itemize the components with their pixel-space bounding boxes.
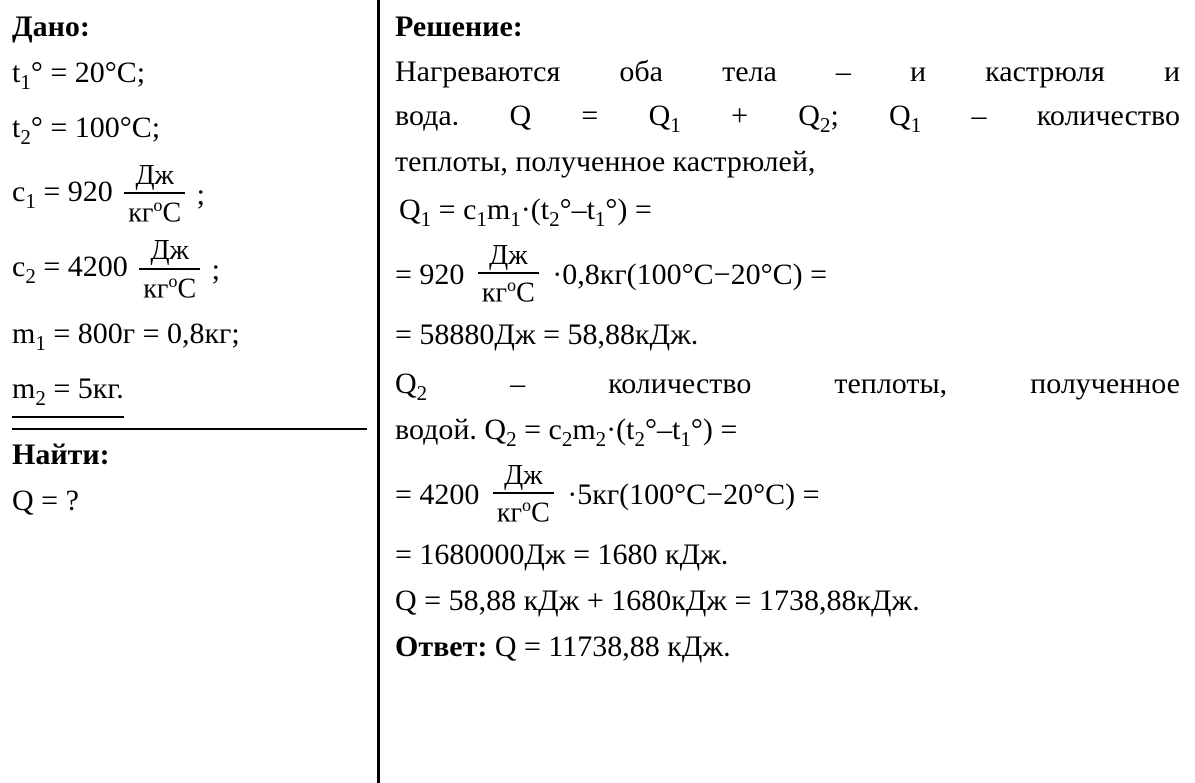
answer-value: Q = 11738,88 кДж. [487,630,730,663]
q1-formula: Q1 = c1m1·(t2°–t1°) = [399,189,1180,234]
frac-num: Дж [124,161,185,194]
heading-given: Дано: [12,10,367,44]
q1-calc: = 920 Дж кгoC ·0,8кг(100°C−20°C) = [395,241,1180,308]
find-q: Q = ? [12,478,367,523]
q1-calc-pre: = 920 [395,246,464,303]
q2-result: = 1680000Дж = 1680 кДж. [395,534,1180,576]
frac-den: кгoC [478,274,539,308]
solution-para2-l1: Q2 – количество теплоты, полученное [395,362,1180,408]
q2-calc: = 4200 Дж кгoC ·5кг(100°C−20°C) = [395,461,1180,528]
find-block: Найти: Q = ? [12,438,367,523]
frac-den: кгoC [124,194,185,228]
frac-num: Дж [478,241,539,274]
solution-para2-l2: водой. Q2 = c2m2·(t2°–t1°) = [395,408,1180,454]
solution-para1-l2: вода. Q = Q1 + Q2; Q1 – количество [395,94,1180,140]
given-c1: c1 = 920 Дж кгoC ; [12,161,367,228]
frac-num: Дж [139,236,200,269]
given-t2: t2° = 100°C; [12,105,367,154]
frac-den: кгoC [493,494,554,528]
q1-result: = 58880Дж = 58,88кДж. [395,314,1180,356]
given-m2: m2 = 5кг. [12,366,367,419]
answer-line: Ответ: Q = 11738,88 кДж. [395,626,1180,668]
given-column: Дано: t1° = 20°C; t2° = 100°C; c1 = 920 … [0,0,380,783]
answer-label: Ответ: [395,630,487,663]
q-total: Q = 58,88 кДж + 1680кДж = 1738,88кДж. [395,580,1180,622]
horizontal-divider [12,428,367,430]
fraction-c1: Дж кгoC [124,161,185,228]
q2-calc-pre: = 4200 [395,466,479,523]
given-block: Дано: t1° = 20°C; t2° = 100°C; c1 = 920 … [12,10,367,418]
fraction-q1: Дж кгoC [478,241,539,308]
solution-para1-l3: теплоты, полученное кастрюлей, [395,140,1180,184]
given-t1: t1° = 20°C; [12,50,367,99]
solution-column: Решение: Нагреваются оба тела – и кастрю… [380,0,1195,783]
heading-find: Найти: [12,438,367,472]
solution-para1-l1: Нагреваются оба тела – и кастрюля и [395,50,1180,94]
fraction-c2: Дж кгoC [139,236,200,303]
frac-num: Дж [493,461,554,494]
given-m1: m1 = 800г = 0,8кг; [12,311,367,360]
solution-page: ©5terka.com Дано: t1° = 20°C; t2° = 100°… [0,0,1195,783]
given-c2: c2 = 4200 Дж кгoC ; [12,236,367,303]
q2-calc-post: ·5кг(100°C−20°C) = [567,466,819,523]
q1-calc-post: ·0,8кг(100°C−20°C) = [552,246,827,303]
frac-den: кгoC [139,270,200,304]
heading-solution: Решение: [395,10,1180,44]
fraction-q2: Дж кгoC [493,461,554,528]
